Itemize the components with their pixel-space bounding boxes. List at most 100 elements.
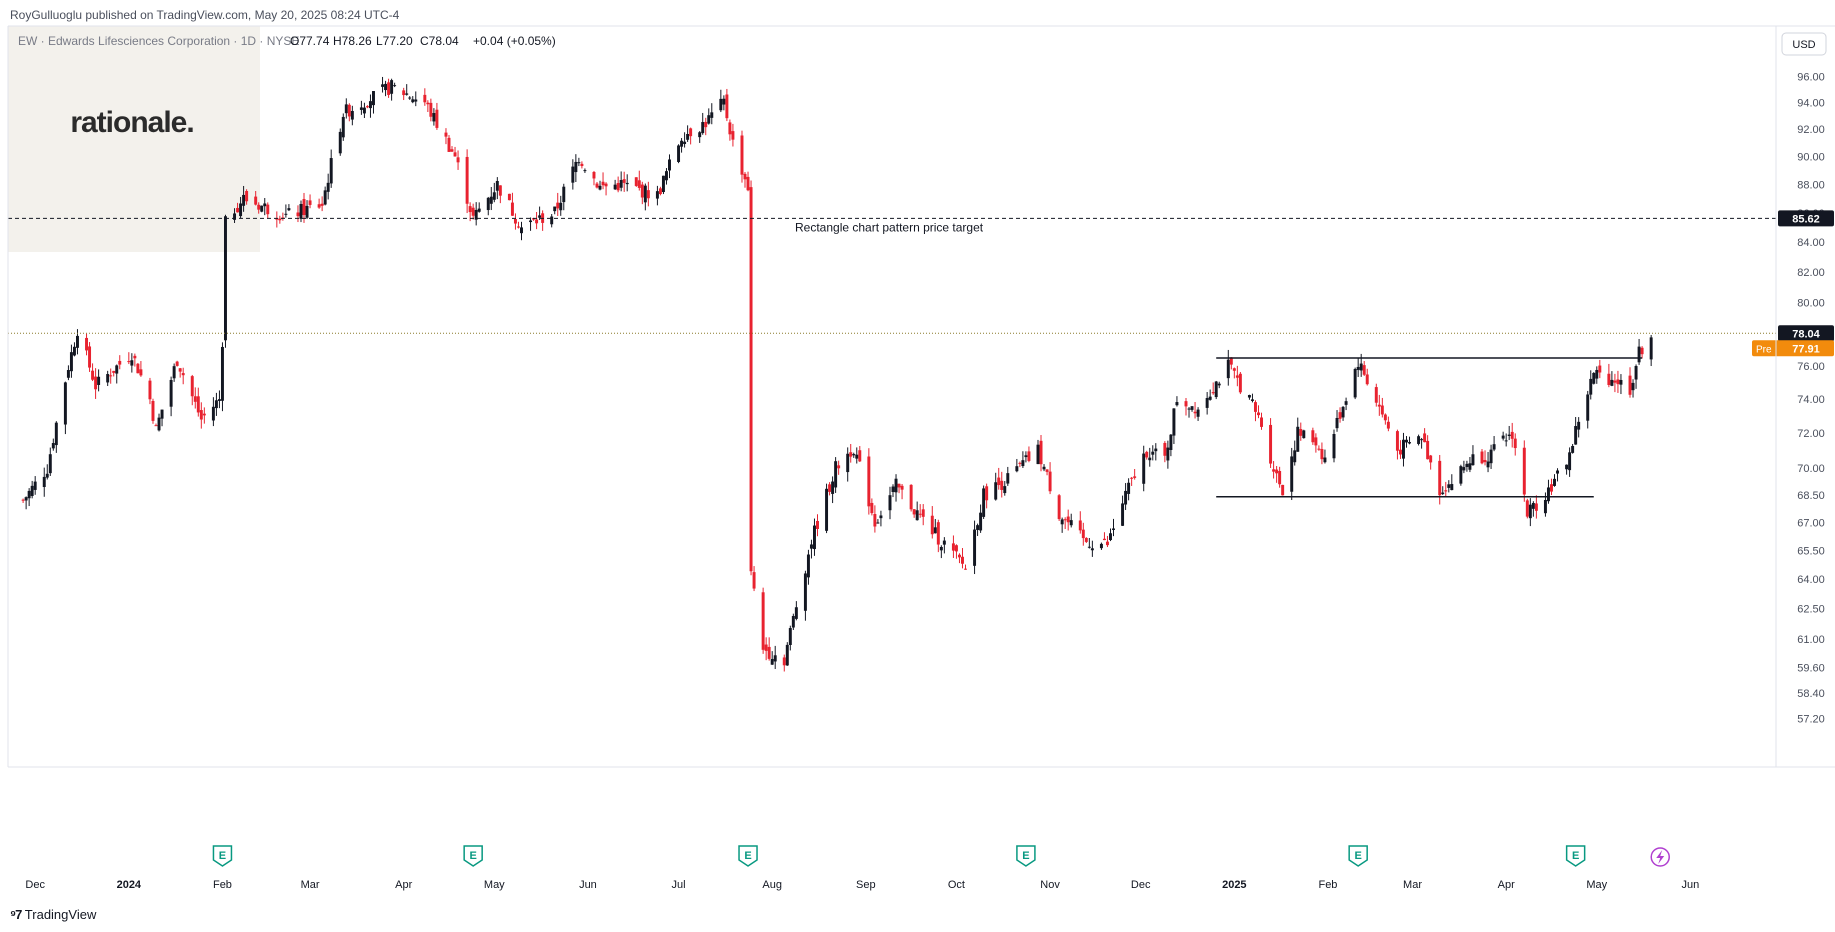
candle-body <box>770 658 774 665</box>
candle-body <box>900 485 904 490</box>
earnings-e-icon[interactable]: E <box>738 845 758 867</box>
candle-body <box>1441 492 1445 494</box>
legend-close: C78.04 <box>420 34 459 48</box>
candle-body <box>1401 439 1405 459</box>
candle-body <box>1447 484 1451 488</box>
candle-body <box>583 170 587 172</box>
candle-body <box>1589 378 1593 395</box>
candle-body <box>973 529 977 566</box>
candle-body <box>350 110 354 120</box>
candle-body <box>1172 408 1176 436</box>
price-tick-label: 88.00 <box>1797 179 1825 191</box>
time-tick-label: Feb <box>213 879 232 891</box>
candle-body <box>1105 541 1109 546</box>
earnings-e-icon-letter[interactable]: E <box>1354 850 1361 862</box>
earnings-e-icon[interactable]: E <box>1565 845 1586 867</box>
candle-body <box>1383 414 1387 421</box>
pre-market-tag: Pre <box>1756 344 1772 355</box>
legend-high: H78.26 <box>333 34 372 48</box>
tradingview-logo-icon: ⁹7 <box>10 907 22 922</box>
earnings-e-icon[interactable]: E <box>463 845 483 867</box>
candle-body <box>664 171 668 181</box>
currency-label[interactable]: USD <box>1792 39 1815 51</box>
earnings-e-icon-letter[interactable]: E <box>744 850 751 862</box>
candle-body <box>1423 433 1427 443</box>
earnings-e-icon-letter[interactable]: E <box>1022 850 1029 862</box>
alert-icon-bolt[interactable] <box>1656 850 1665 864</box>
candle-body <box>1531 502 1535 509</box>
candle-body <box>471 207 475 216</box>
candle-body <box>1501 435 1505 439</box>
candle-body <box>402 90 406 96</box>
candle-body <box>954 545 958 552</box>
price-tick-label: 92.00 <box>1797 124 1825 136</box>
candle-body <box>1595 369 1599 379</box>
candle-body <box>764 644 768 651</box>
candle-body <box>1462 467 1466 471</box>
earnings-e-icon-letter[interactable]: E <box>1572 850 1579 862</box>
candle-body <box>976 525 980 530</box>
earnings-e-icon-shape[interactable] <box>1565 845 1586 867</box>
candle-body <box>1018 462 1022 464</box>
candle-body <box>1619 379 1623 385</box>
candle-body <box>1344 401 1348 405</box>
target-annotation[interactable]: Rectangle chart pattern price target <box>795 220 984 234</box>
candle-body <box>634 177 638 186</box>
currency-button[interactable]: USD <box>1781 32 1827 56</box>
candle-body <box>761 592 765 650</box>
candle-body <box>1250 399 1254 401</box>
candle-body <box>263 203 267 207</box>
pre-market-price: 77.91 <box>1792 343 1820 355</box>
candle-body <box>933 527 937 534</box>
candle-body <box>384 83 388 91</box>
footer-brand[interactable]: ⁹7 TradingView <box>10 907 96 922</box>
candle-body <box>178 368 182 372</box>
earnings-e-icon-shape[interactable] <box>463 845 483 867</box>
earnings-e-icon-shape[interactable] <box>1016 845 1036 867</box>
price-tick-label: 80.00 <box>1797 298 1825 310</box>
candle-body <box>1465 463 1469 468</box>
candle-body <box>1099 543 1103 549</box>
candle-body <box>701 122 705 134</box>
candle-body <box>181 373 185 376</box>
candle-body <box>365 106 369 108</box>
candle-body <box>1278 470 1282 485</box>
earnings-e-icon-shape[interactable] <box>738 845 758 867</box>
candle-body <box>668 159 671 171</box>
earnings-e-icon-shape[interactable] <box>212 845 233 867</box>
candle-body <box>891 486 895 492</box>
last-price-badge-label: 78.04 <box>1792 328 1820 340</box>
candle-body <box>447 137 451 152</box>
candle-body <box>196 396 200 413</box>
target-badge-label: 85.62 <box>1792 213 1820 225</box>
candle-body <box>1145 451 1149 458</box>
candle-body <box>1226 359 1230 379</box>
candle-body <box>939 546 943 551</box>
candle-body <box>930 515 934 535</box>
earnings-e-icon-letter[interactable]: E <box>469 850 476 862</box>
candle-body <box>91 370 95 380</box>
candle-body <box>260 205 264 212</box>
candles-layer <box>21 76 1653 672</box>
candle-body <box>1513 438 1517 449</box>
currency-button-frame[interactable] <box>1781 32 1827 56</box>
candle-body <box>1522 447 1526 495</box>
price-axis[interactable]: 98.0096.0094.0092.0090.0088.0086.0084.00… <box>1797 46 1825 726</box>
earnings-e-icon[interactable]: E <box>1348 845 1368 867</box>
candle-body <box>1090 548 1094 551</box>
candle-body <box>767 646 771 659</box>
candle-body <box>1232 368 1236 371</box>
candle-body <box>130 360 134 366</box>
earnings-e-icon[interactable]: E <box>212 845 233 867</box>
candle-body <box>492 192 496 200</box>
candle-body <box>625 182 629 185</box>
time-axis[interactable]: Dec 2024 Feb Mar Apr May Jun Jul Aug Sep Oct Nov Dec… <box>25 879 1699 891</box>
symbol-legend: EW · Edwards Lifesciences Corporation · … <box>18 34 556 48</box>
alert-lightning-icon[interactable] <box>1650 847 1670 867</box>
candle-body <box>1525 500 1529 517</box>
earnings-e-icon-shape[interactable] <box>1348 845 1368 867</box>
earnings-e-icon[interactable]: E <box>1016 845 1036 867</box>
earnings-e-icon-letter[interactable]: E <box>219 850 226 862</box>
